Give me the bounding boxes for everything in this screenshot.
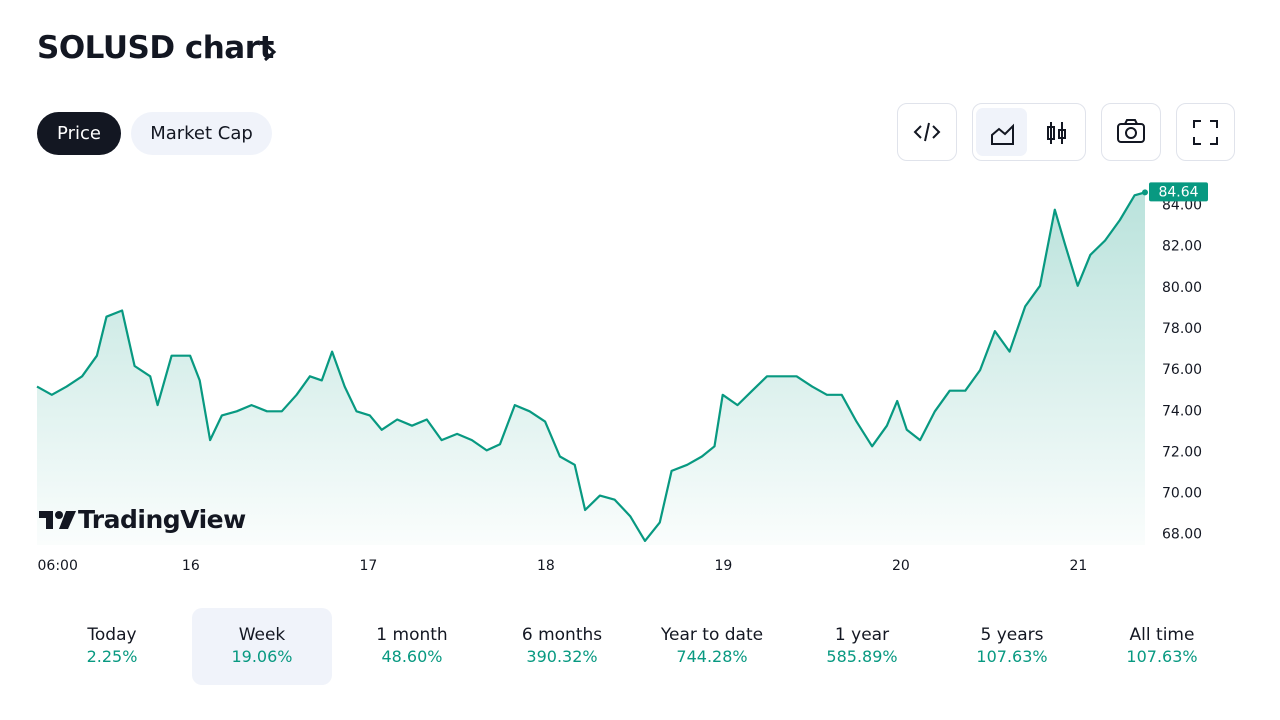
- y-tick-label: 82.00: [1162, 239, 1202, 255]
- y-tick-label: 76.00: [1162, 362, 1202, 378]
- period-change: 390.32%: [526, 647, 598, 666]
- embed-button[interactable]: [897, 103, 957, 161]
- y-tick-label: 84.00: [1162, 198, 1202, 214]
- period-change: 19.06%: [231, 647, 293, 666]
- logo[interactable]: TradingView: [38, 505, 246, 534]
- period-button[interactable]: Year to date 744.28%: [642, 608, 782, 685]
- period-change: 107.63%: [976, 647, 1048, 666]
- y-tick-label: 74.00: [1162, 403, 1202, 419]
- chart-style-group: [972, 103, 1086, 161]
- period-label: 5 years: [980, 625, 1044, 645]
- period-button[interactable]: Week 19.06%: [192, 608, 332, 685]
- area-icon: [991, 123, 1014, 145]
- area-style-button[interactable]: [976, 108, 1027, 156]
- logo-text: TradingView: [78, 505, 246, 534]
- tab-market-cap[interactable]: Market Cap: [131, 112, 272, 155]
- period-change: 48.60%: [381, 647, 443, 666]
- y-tick-label: 78.00: [1162, 321, 1202, 337]
- period-label: 6 months: [521, 625, 603, 645]
- period-button[interactable]: All time 107.63%: [1092, 608, 1232, 685]
- period-button[interactable]: 1 month 48.60%: [342, 608, 482, 685]
- embed-icon: [913, 122, 941, 142]
- last-price-label: 84.64: [1158, 184, 1198, 200]
- camera-icon: [1117, 119, 1145, 143]
- period-change: 585.89%: [826, 647, 898, 666]
- last-price-badge: [1149, 182, 1208, 202]
- y-tick-label: 68.00: [1162, 527, 1202, 543]
- period-change: 744.28%: [676, 647, 748, 666]
- title[interactable]: SOLUSD chart: [37, 30, 274, 66]
- snapshot-button[interactable]: [1101, 103, 1161, 161]
- period-button[interactable]: 6 months 390.32%: [492, 608, 632, 685]
- x-tick-label: 16: [182, 558, 200, 574]
- period-label: 1 year: [834, 625, 890, 645]
- period-label: 1 month: [376, 625, 448, 645]
- logo-icon: [39, 511, 76, 529]
- y-tick-label: 70.00: [1162, 486, 1202, 502]
- chart: 68.00 70.00 72.00 74.00 76.00 78.00 80.00 82.00…: [36, 182, 1208, 574]
- fullscreen-icon: [1193, 120, 1218, 145]
- tab-price[interactable]: Price: [37, 112, 121, 155]
- y-tick-label: 72.00: [1162, 444, 1202, 460]
- area-fill: [37, 192, 1145, 545]
- period-button[interactable]: 1 year 585.89%: [792, 608, 932, 685]
- price-line: [36, 191, 1146, 542]
- period-label: Today: [87, 625, 137, 645]
- y-tick-label: 80.00: [1162, 280, 1202, 296]
- period-label: Week: [238, 625, 286, 645]
- x-tick-label: 17: [359, 558, 377, 574]
- x-tick-label: 18: [537, 558, 555, 574]
- period-change: 2.25%: [86, 647, 138, 666]
- fullscreen-button[interactable]: [1176, 103, 1235, 161]
- candle-style-button[interactable]: [1033, 108, 1084, 156]
- period-label: All time: [1129, 625, 1195, 645]
- chevron-icon[interactable]: [262, 40, 278, 64]
- period-label: Year to date: [660, 625, 764, 645]
- x-tick-label: 21: [1070, 558, 1088, 574]
- period-button[interactable]: 5 years 107.63%: [942, 608, 1082, 685]
- x-tick-label: 06:00: [38, 558, 78, 574]
- x-tick-label: 20: [892, 558, 910, 574]
- x-tick-label: 19: [714, 558, 732, 574]
- period-change: 107.63%: [1126, 647, 1198, 666]
- last-point: [1142, 189, 1148, 196]
- period-button[interactable]: Today 2.25%: [42, 608, 182, 685]
